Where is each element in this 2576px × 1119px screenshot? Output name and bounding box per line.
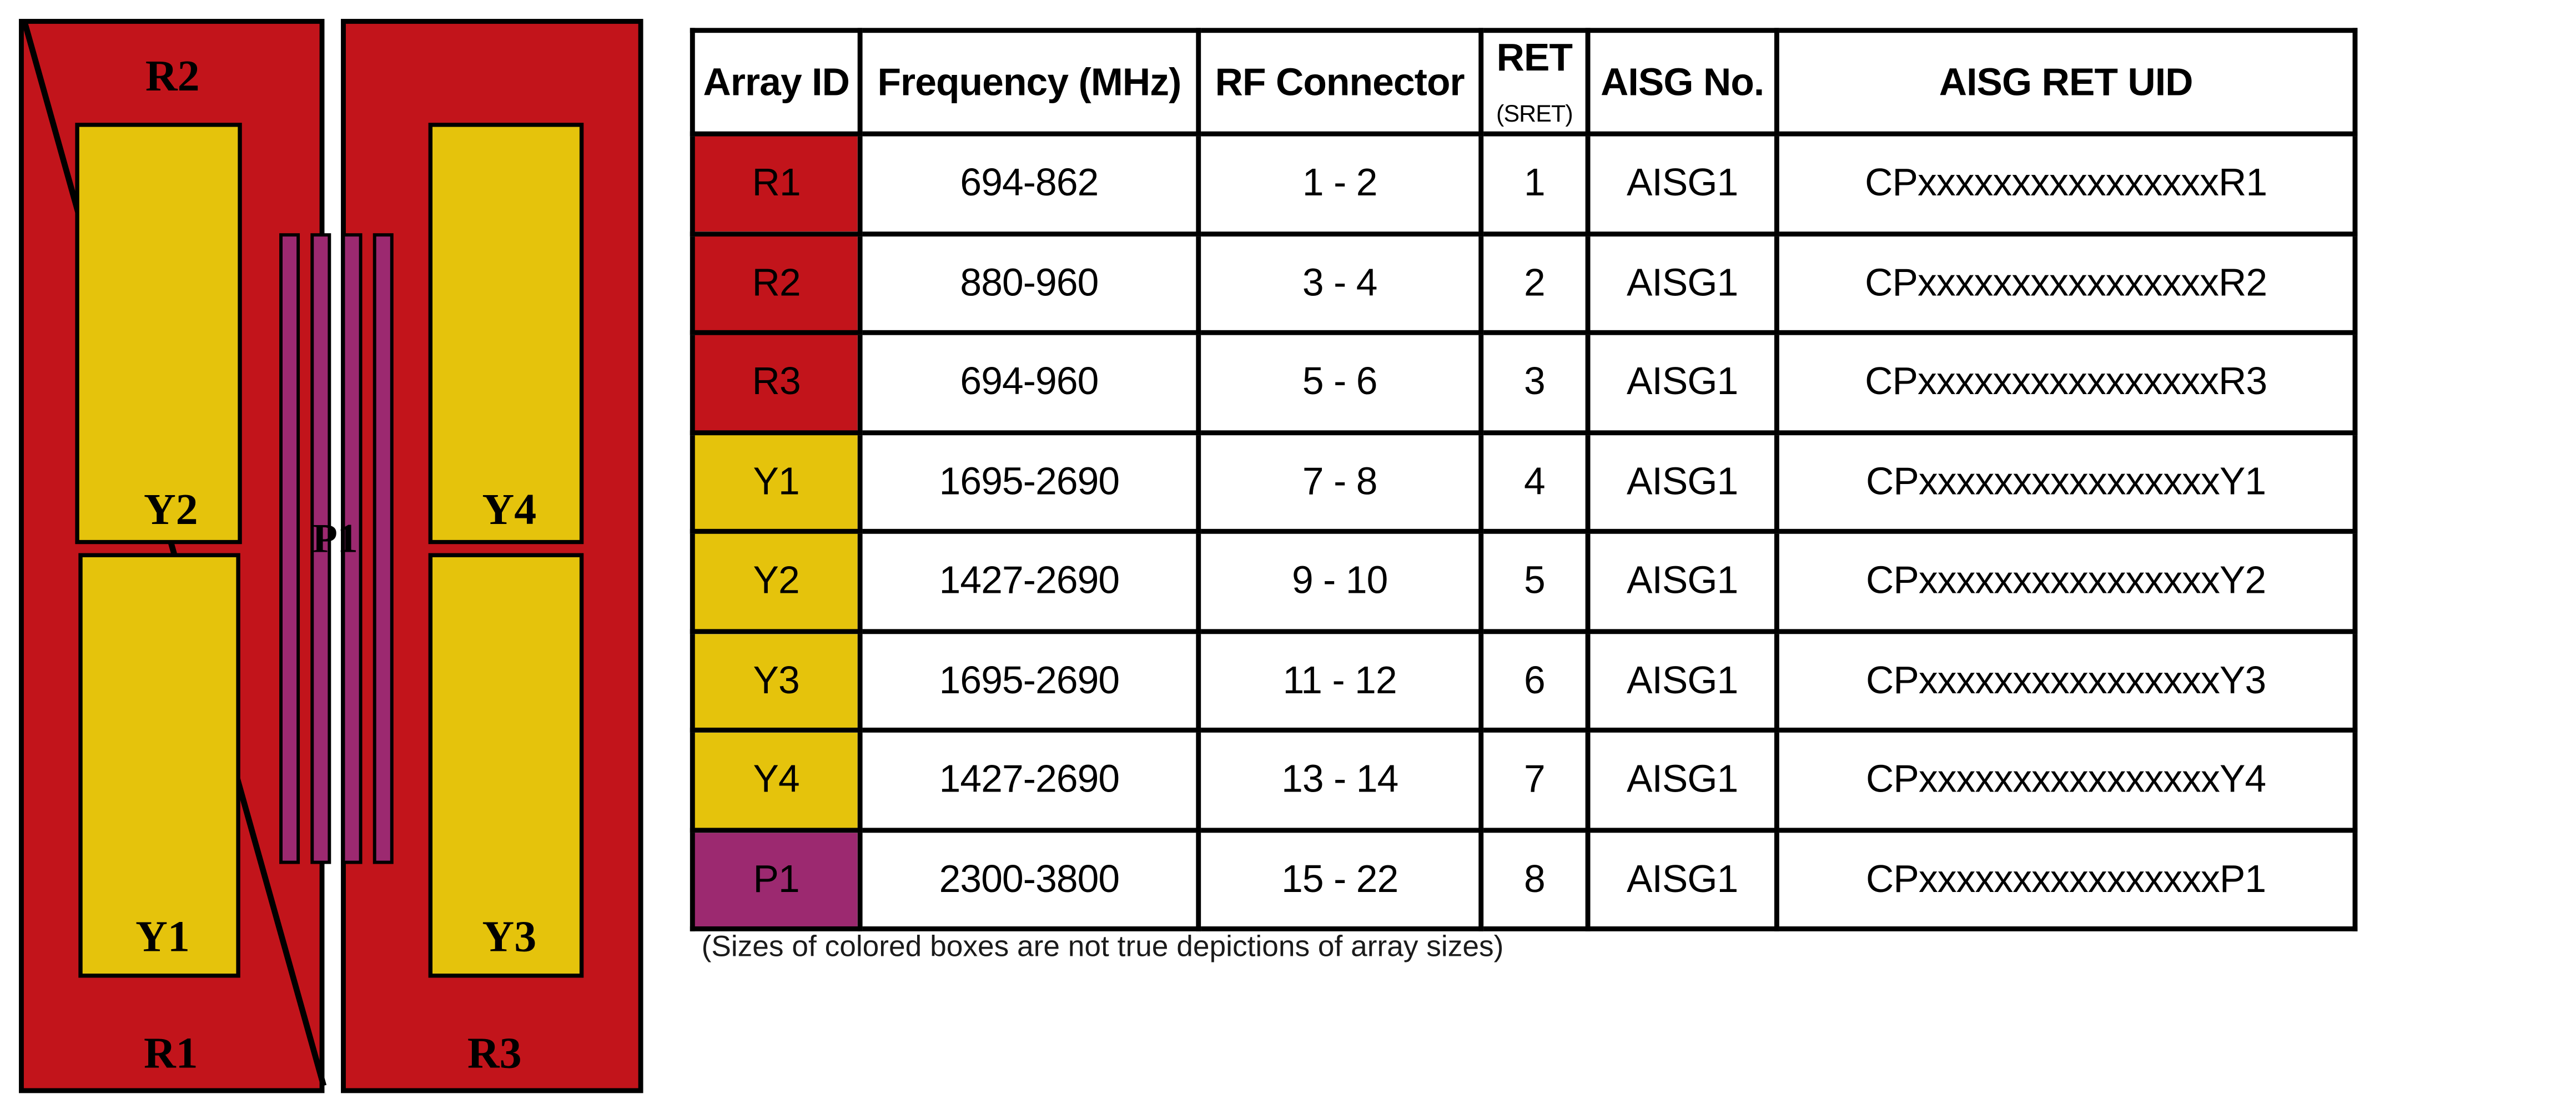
aisg-no-cell: AISG1 (1585, 330, 1779, 435)
table-row: Y2 1427-2690 9 - 10 5 AISG1 CPxxxxxxxxxx… (690, 528, 2358, 633)
aisg-ret-uid-cell: CPxxxxxxxxxxxxxxxxR2 (1774, 230, 2358, 335)
label-y4: Y4 (482, 485, 537, 534)
aisg-no-cell: AISG1 (1585, 628, 1779, 733)
table-row: R2 880-960 3 - 4 2 AISG1 CPxxxxxxxxxxxxx… (690, 230, 2358, 335)
table-row: Y4 1427-2690 13 - 14 7 AISG1 CPxxxxxxxxx… (690, 727, 2358, 832)
frequency-cell: 694-862 (857, 131, 1201, 236)
aisg-no-cell: AISG1 (1585, 230, 1779, 335)
rf-connector-cell: 5 - 6 (1196, 330, 1484, 435)
p1-bar-2 (310, 233, 331, 864)
col-header-frequency: Frequency (MHz) (857, 28, 1201, 137)
p1-bar-1 (279, 233, 300, 864)
array-id-cell: Y4 (690, 727, 863, 832)
rf-connector-cell: 7 - 8 (1196, 429, 1484, 534)
rf-connector-cell: 11 - 12 (1196, 628, 1484, 733)
label-r1: R1 (144, 1029, 198, 1077)
col-header-array-id: Array ID (690, 28, 863, 137)
frequency-cell: 2300-3800 (857, 826, 1201, 931)
aisg-no-cell: AISG1 (1585, 429, 1779, 534)
rf-connector-cell: 15 - 22 (1196, 826, 1484, 931)
p1-bar-3 (341, 233, 363, 864)
label-r2: R2 (145, 52, 200, 100)
label-y3: Y3 (482, 912, 537, 961)
aisg-ret-uid-cell: CPxxxxxxxxxxxxxxxxR3 (1774, 330, 2358, 435)
array-id-cell: R1 (690, 131, 863, 236)
rf-connector-cell: 1 - 2 (1196, 131, 1484, 236)
size-disclaimer-note: (Sizes of colored boxes are not true dep… (701, 929, 1504, 963)
array-spec-table: Array ID Frequency (MHz) RF Connector RE… (690, 28, 2358, 931)
col-header-ret-main: RET (1496, 36, 1573, 79)
col-header-aisg-no: AISG No. (1585, 28, 1779, 137)
array-id-cell: Y1 (690, 429, 863, 534)
ret-cell: 8 (1478, 826, 1591, 931)
ret-cell: 6 (1478, 628, 1591, 733)
frequency-cell: 880-960 (857, 230, 1201, 335)
array-box-y2 (75, 123, 242, 545)
array-id-cell: P1 (690, 826, 863, 931)
aisg-no-cell: AISG1 (1585, 528, 1779, 633)
frequency-cell: 1695-2690 (857, 628, 1201, 733)
aisg-no-cell: AISG1 (1585, 727, 1779, 832)
table-row: R1 694-862 1 - 2 1 AISG1 CPxxxxxxxxxxxxx… (690, 131, 2358, 236)
aisg-ret-uid-cell: CPxxxxxxxxxxxxxxxxR1 (1774, 131, 2358, 236)
table-row: R3 694-960 5 - 6 3 AISG1 CPxxxxxxxxxxxxx… (690, 330, 2358, 435)
aisg-ret-uid-cell: CPxxxxxxxxxxxxxxxxY2 (1774, 528, 2358, 633)
frequency-cell: 1695-2690 (857, 429, 1201, 534)
ret-cell: 2 (1478, 230, 1591, 335)
col-header-ret-sub: (SRET) (1496, 102, 1573, 128)
label-y2: Y2 (144, 485, 198, 534)
array-id-cell: R2 (690, 230, 863, 335)
label-p1: P1 (313, 516, 358, 561)
rf-connector-cell: 13 - 14 (1196, 727, 1484, 832)
array-box-y3 (428, 553, 584, 978)
frequency-cell: 1427-2690 (857, 727, 1201, 832)
aisg-ret-uid-cell: CPxxxxxxxxxxxxxxxxY1 (1774, 429, 2358, 534)
col-header-aisg-ret-uid: AISG RET UID (1774, 28, 2358, 137)
aisg-ret-uid-cell: CPxxxxxxxxxxxxxxxxP1 (1774, 826, 2358, 931)
array-box-y1 (78, 553, 240, 978)
ret-cell: 4 (1478, 429, 1591, 534)
label-r3: R3 (467, 1029, 522, 1077)
p1-bar-4 (373, 233, 394, 864)
array-id-cell: Y3 (690, 628, 863, 733)
ret-cell: 3 (1478, 330, 1591, 435)
ret-cell: 5 (1478, 528, 1591, 633)
aisg-no-cell: AISG1 (1585, 826, 1779, 931)
rf-connector-cell: 3 - 4 (1196, 230, 1484, 335)
ret-cell: 1 (1478, 131, 1591, 236)
header-row: Array ID Frequency (MHz) RF Connector RE… (690, 28, 2358, 137)
array-id-cell: Y2 (690, 528, 863, 633)
ret-cell: 7 (1478, 727, 1591, 832)
aisg-ret-uid-cell: CPxxxxxxxxxxxxxxxxY3 (1774, 628, 2358, 733)
rf-connector-cell: 9 - 10 (1196, 528, 1484, 633)
label-y1: Y1 (135, 912, 190, 961)
table-row: Y1 1695-2690 7 - 8 4 AISG1 CPxxxxxxxxxxx… (690, 429, 2358, 534)
frequency-cell: 694-960 (857, 330, 1201, 435)
aisg-no-cell: AISG1 (1585, 131, 1779, 236)
array-box-y4 (428, 123, 584, 545)
aisg-ret-uid-cell: CPxxxxxxxxxxxxxxxxY4 (1774, 727, 2358, 832)
table-row: Y3 1695-2690 11 - 12 6 AISG1 CPxxxxxxxxx… (690, 628, 2358, 733)
antenna-array-diagram: R2 Y2 Y1 R1 Y4 Y3 R3 P1 (19, 19, 643, 1093)
frequency-cell: 1427-2690 (857, 528, 1201, 633)
array-id-cell: R3 (690, 330, 863, 435)
col-header-ret: RET (SRET) (1478, 28, 1591, 137)
table-row: P1 2300-3800 15 - 22 8 AISG1 CPxxxxxxxxx… (690, 826, 2358, 931)
col-header-rf-connector: RF Connector (1196, 28, 1484, 137)
